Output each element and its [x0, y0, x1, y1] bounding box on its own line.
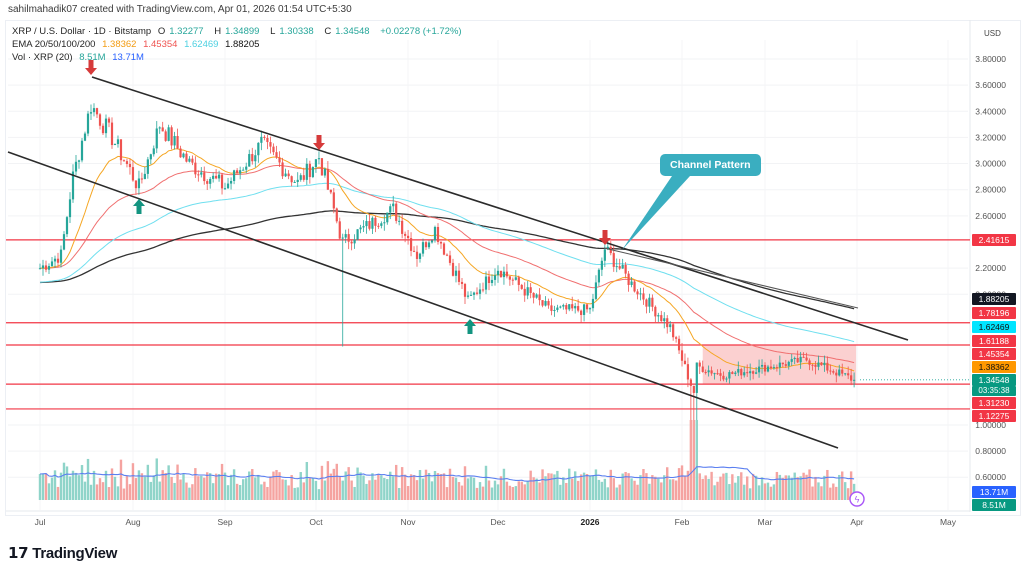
price-axis-tick: 3.80000: [975, 54, 1006, 64]
tradingview-logo-icon: 𝟭𝟳: [8, 545, 29, 562]
ema200-line: [39, 210, 855, 310]
candles: [38, 103, 856, 454]
volume-ma-line: [39, 466, 855, 482]
chart-frame: [5, 20, 1021, 516]
ema20-value: 1.38362: [102, 39, 137, 50]
time-axis-label: Mar: [757, 517, 773, 527]
price-tag: 1.31230: [972, 397, 1016, 409]
channel-pattern-callout: Channel Pattern: [660, 154, 761, 176]
price-tag: 13.71M: [972, 486, 1016, 498]
ema200-trend: [603, 247, 859, 309]
price-axis-tick: 2.80000: [975, 185, 1006, 195]
price-tag: 1.34548: [972, 374, 1016, 386]
price-axis-tick: 3.40000: [975, 106, 1006, 116]
price-tag: 1.62469: [972, 321, 1016, 333]
price-axis-tick: 3.60000: [975, 80, 1006, 90]
currency-label[interactable]: USD: [984, 29, 1001, 38]
ema-label[interactable]: EMA 20/50/100/200: [12, 39, 96, 50]
time-axis-label: Dec: [490, 517, 506, 527]
time-axis-label: Jul: [34, 517, 46, 527]
time-axis-label: 2026: [580, 517, 600, 527]
time-axis-label: Nov: [400, 517, 416, 527]
price-axis-tick: 3.20000: [975, 132, 1006, 142]
ema50-line: [39, 164, 855, 364]
price-axis-tick: 0.60000: [975, 472, 1006, 482]
chart-credit: sahilmahadik07 created with TradingView.…: [8, 4, 352, 15]
ema100-line: [39, 182, 855, 343]
price-tag: 1.61188: [972, 335, 1016, 347]
time-axis-label: Oct: [309, 517, 323, 527]
ohlc-open: O 1.32277: [157, 26, 204, 37]
symbol-row: XRP / U.S. Dollar · 1D · Bitstamp O 1.322…: [12, 25, 466, 38]
ohlc-high: H 1.34899: [214, 26, 260, 37]
symbol-name[interactable]: XRP / U.S. Dollar · 1D · Bitstamp: [12, 26, 152, 37]
price-axis-tick: 2.20000: [975, 263, 1006, 273]
price-axis-tick: 1.00000: [975, 420, 1006, 430]
time-axis-label: Sep: [217, 517, 233, 527]
volume-bars: [38, 420, 856, 500]
price-tag: 1.38362: [972, 361, 1016, 373]
grid: [8, 40, 968, 510]
price-axis-tick: 3.00000: [975, 159, 1006, 169]
price-axis-tick: 0.80000: [975, 446, 1006, 456]
down-arrow-icon: [313, 135, 325, 150]
channel-lower-line[interactable]: [7, 151, 839, 449]
price-tag: 2.41615: [972, 234, 1016, 246]
brand-name: TradingView: [32, 544, 118, 562]
volume-label[interactable]: Vol · XRP (20): [12, 52, 73, 63]
alert-bolt-icon[interactable]: ϟ: [849, 491, 865, 507]
callout-pointer: [622, 176, 690, 250]
volume-value: 8.51M: [79, 52, 106, 63]
time-axis-label: Aug: [125, 517, 141, 527]
countdown-tag: 03:35:38: [972, 386, 1016, 396]
ema200-value: 1.88205: [225, 39, 260, 50]
price-axis-tick: 2.60000: [975, 211, 1006, 221]
ohlc-close: C 1.34548: [324, 26, 370, 37]
chart-legend: XRP / U.S. Dollar · 1D · Bitstamp O 1.322…: [12, 25, 466, 64]
time-axis-label: Feb: [674, 517, 690, 527]
volume-row: Vol · XRP (20) 8.51M 13.71M: [12, 51, 466, 64]
up-arrow-icon: [464, 319, 476, 334]
ohlc-low: L 1.30338: [270, 26, 314, 37]
time-axis-label: May: [939, 517, 957, 527]
price-tag: 1.78196: [972, 307, 1016, 319]
svg-text:ϟ: ϟ: [855, 495, 860, 505]
price-tag: 1.45354: [972, 348, 1016, 360]
up-arrow-icon: [133, 199, 145, 214]
down-arrow-icon: [599, 230, 611, 245]
price-change: +0.02278 (+1.72%): [380, 26, 462, 37]
ema-row: EMA 20/50/100/200 1.38362 1.45354 1.6246…: [12, 38, 466, 51]
volume-ma-value: 13.71M: [112, 52, 144, 63]
tradingview-brand: 𝟭𝟳 TradingView: [8, 544, 118, 563]
time-axis-label: Apr: [850, 517, 864, 527]
ema20-line: [39, 148, 855, 372]
ema100-value: 1.62469: [184, 39, 219, 50]
price-tag: 8.51M: [972, 499, 1016, 511]
price-tag: 1.88205: [972, 293, 1016, 305]
channel-upper-line[interactable]: [91, 76, 909, 341]
down-arrow-icon: [85, 60, 97, 75]
ema50-value: 1.45354: [143, 39, 178, 50]
price-tag: 1.12275: [972, 410, 1016, 422]
